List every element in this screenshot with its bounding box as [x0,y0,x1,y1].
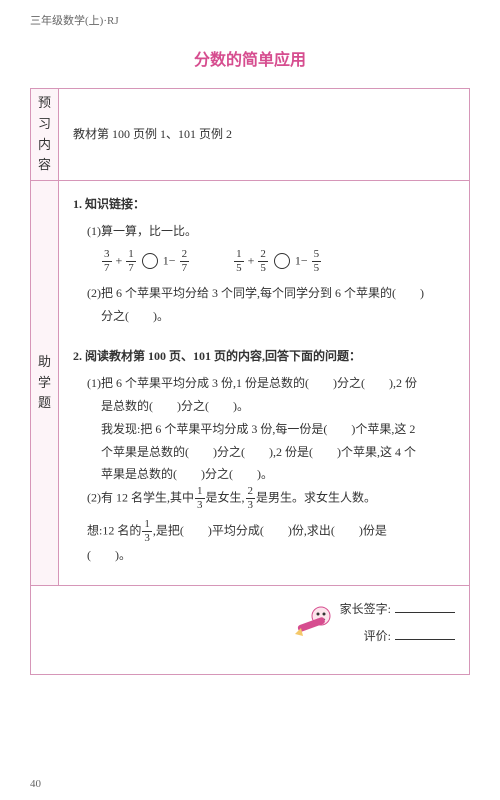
compare-circle [142,253,158,269]
evaluation: 评价: [45,627,455,644]
preview-content: 教材第 100 页例 1、101 页例 2 [59,89,470,181]
s2-item2: (2)有 12 名学生,其中13是女生,23是男生。求女生人数。 [73,486,455,511]
s1-item2b: 分之( )。 [73,305,455,328]
frac: 25 [258,249,268,274]
eval-line[interactable] [395,639,455,640]
study-content: 1. 知识链接： (1)算一算，比一比。 37 + 17 1− 27 15 + … [59,181,470,586]
signature-area: 家长签字: 评价: [31,585,470,674]
main-content-table: 预习内容 教材第 100 页例 1、101 页例 2 助学题 1. 知识链接： … [30,88,470,675]
expr2: 15 + 25 1− 55 [233,249,322,274]
section2-title: 2. 阅读教材第 100 页、101 页的内容,回答下面的问题： [73,345,455,368]
compare-circle [274,253,290,269]
s2-item3: 想:12 名的13,是把( )平均分成( )份,求出( )份是 [73,519,455,544]
frac: 55 [312,249,322,274]
signature-row: 家长签字: 评价: [31,585,470,674]
preview-row: 预习内容 教材第 100 页例 1、101 页例 2 [31,89,470,181]
s1-item2a: (2)把 6 个苹果平均分给 3 个同学,每个同学分到 6 个苹果的( ) [73,282,455,305]
page-header: 三年级数学(上)·RJ [0,0,500,36]
study-row: 助学题 1. 知识链接： (1)算一算，比一比。 37 + 17 1− 27 1… [31,181,470,586]
study-label: 助学题 [31,181,59,586]
math-expressions: 37 + 17 1− 27 15 + 25 1− 55 [73,249,455,274]
s2-item3-end: ( )。 [73,544,455,567]
s2-item1b: 是总数的( )分之( )。 [73,395,455,418]
frac: 37 [102,249,112,274]
s2-item1c: 我发现:把 6 个苹果平均分成 3 份,每一份是( )个苹果,这 2 [73,418,455,441]
frac: 13 [195,486,205,511]
frac: 15 [234,249,244,274]
s2-item1a: (1)把 6 个苹果平均分成 3 份,1 份是总数的( )分之( ),2 份 [73,372,455,395]
s2-item1d: 个苹果是总数的( )分之( ),2 份是( )个苹果,这 4 个 [73,441,455,464]
s2-item1e: 苹果是总数的( )分之( )。 [73,463,455,486]
frac: 17 [126,249,136,274]
page-title: 分数的简单应用 [0,46,500,70]
frac: 27 [180,249,190,274]
expr1: 37 + 17 1− 27 [101,249,190,274]
s1-item1: (1)算一算，比一比。 [73,220,455,243]
frac: 13 [142,519,152,544]
signature-line[interactable] [395,612,455,613]
section1-title: 1. 知识链接： [73,193,455,216]
header-text: 三年级数学(上)·RJ [30,15,119,27]
preview-label: 预习内容 [31,89,59,181]
pencil-icon [291,596,339,648]
page-number: 40 [30,778,41,790]
frac: 23 [246,486,256,511]
parent-signature: 家长签字: [45,600,455,617]
